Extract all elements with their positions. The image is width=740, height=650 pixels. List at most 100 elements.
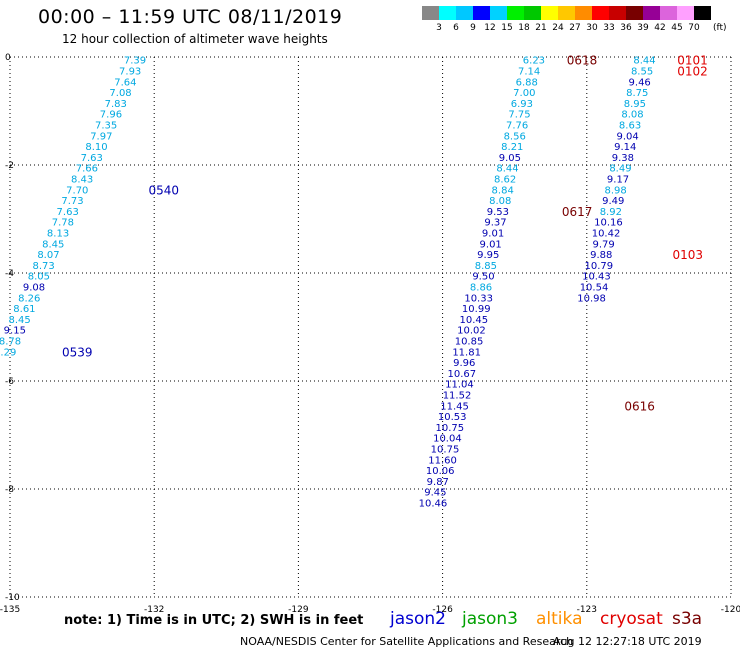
wave-height-label: 9.05 bbox=[499, 153, 521, 164]
lat-tick-label: -10 bbox=[5, 593, 20, 603]
wave-height-label: 8.45 bbox=[8, 315, 30, 326]
map-subtitle: 12 hour collection of altimeter wave hei… bbox=[62, 32, 328, 46]
pass-time-label: 0103 bbox=[672, 248, 703, 262]
wave-height-label: 10.46 bbox=[419, 499, 448, 510]
wave-height-label: 9.87 bbox=[427, 477, 449, 488]
legend-label: 6 bbox=[453, 23, 459, 33]
lon-tick-label: -126 bbox=[432, 605, 453, 615]
wave-height-label: 9.15 bbox=[4, 326, 26, 337]
lon-tick-label: -123 bbox=[577, 605, 597, 615]
wave-height-label: 9.49 bbox=[602, 196, 624, 207]
pass-time-label: 0101 bbox=[677, 54, 708, 68]
legend-label: 36 bbox=[620, 23, 632, 33]
wave-height-label: 11.81 bbox=[452, 347, 481, 358]
wave-height-label: 9.08 bbox=[23, 283, 45, 294]
wave-height-label: 7.63 bbox=[57, 207, 79, 218]
legend-label: 21 bbox=[535, 23, 547, 33]
wave-height-label: 8.62 bbox=[494, 175, 516, 186]
wave-height-label: 8.55 bbox=[631, 67, 653, 78]
legend-label: 30 bbox=[586, 23, 598, 33]
wave-height-label: 10.42 bbox=[592, 229, 621, 240]
wave-height-label: 8.21 bbox=[501, 142, 523, 153]
wave-height-label: 8.08 bbox=[621, 110, 643, 121]
wave-height-label: 6.88 bbox=[516, 77, 538, 88]
wave-height-label: 9.01 bbox=[482, 229, 504, 240]
legend-swatch bbox=[592, 6, 609, 20]
wave-height-label: 10.67 bbox=[448, 369, 477, 380]
legend-label: 70 bbox=[688, 23, 700, 33]
wave-height-label: 8.56 bbox=[504, 131, 526, 142]
wave-height-label: 9.38 bbox=[612, 153, 634, 164]
wave-height-label: 10.53 bbox=[438, 412, 467, 423]
wave-height-label: 10.43 bbox=[582, 272, 611, 283]
satellite-cryosat: cryosat bbox=[600, 609, 663, 629]
legend-swatch bbox=[541, 6, 558, 20]
wave-height-label: 8.45 bbox=[42, 239, 64, 250]
wave-height-label: 9.01 bbox=[480, 239, 502, 250]
legend-label: 12 bbox=[484, 23, 496, 33]
wave-height-label: 7.93 bbox=[119, 67, 141, 78]
wave-height-label: 8.05 bbox=[28, 272, 50, 283]
legend-swatch bbox=[660, 6, 677, 20]
satellite-s3a: s3a bbox=[672, 609, 703, 629]
wave-height-label: 8.95 bbox=[624, 99, 646, 110]
wave-height-label: 6.93 bbox=[511, 99, 533, 110]
pass-time-label: 0617 bbox=[562, 205, 593, 219]
legend-swatch bbox=[575, 6, 592, 20]
wave-height-label: 8.44 bbox=[633, 56, 655, 67]
wave-height-label: 7.35 bbox=[95, 121, 117, 132]
wave-height-label: 9.53 bbox=[487, 207, 509, 218]
legend-label: 15 bbox=[501, 23, 513, 33]
wave-height-label: 9.14 bbox=[614, 142, 636, 153]
legend-swatch bbox=[694, 6, 711, 20]
wave-height-label: 7.76 bbox=[506, 121, 528, 132]
wave-height-label: 11.52 bbox=[443, 391, 472, 402]
wave-height-label: 9.37 bbox=[484, 218, 506, 229]
wave-height-label: 9.46 bbox=[629, 77, 651, 88]
lat-tick-label: -6 bbox=[5, 377, 14, 387]
map-title: 00:00 – 11:59 UTC 08/11/2019 bbox=[38, 6, 343, 28]
wave-height-label: 8.63 bbox=[619, 121, 641, 132]
wave-height-label: 8.08 bbox=[489, 196, 511, 207]
wave-height-label: 9.17 bbox=[607, 175, 629, 186]
wave-height-label: 9.50 bbox=[472, 272, 494, 283]
wave-height-label: 10.98 bbox=[577, 293, 606, 304]
legend-swatch bbox=[439, 6, 456, 20]
wave-height-label: 8.61 bbox=[13, 304, 35, 315]
wave-height-label: 7.73 bbox=[61, 196, 83, 207]
wave-height-label: 8.13 bbox=[47, 229, 69, 240]
legend-swatch bbox=[643, 6, 660, 20]
wave-height-label: 8.26 bbox=[18, 293, 40, 304]
lat-tick-label: -8 bbox=[5, 485, 14, 495]
wave-height-label: 9.45 bbox=[424, 488, 446, 499]
lon-tick-label: -129 bbox=[288, 605, 309, 615]
wave-height-label: 9.79 bbox=[592, 239, 614, 250]
wave-height-label: 7.97 bbox=[90, 131, 112, 142]
legend-swatch bbox=[422, 6, 439, 20]
legend-label: 18 bbox=[518, 23, 530, 33]
timestamp-text: Aug 12 12:27:18 UTC 2019 bbox=[553, 635, 702, 648]
wave-height-label: 8.84 bbox=[492, 185, 514, 196]
legend-swatch bbox=[677, 6, 694, 20]
legend-swatch bbox=[490, 6, 507, 20]
wave-height-label: 11.60 bbox=[428, 455, 457, 466]
legend-unit: (ft) bbox=[713, 23, 727, 33]
legend-label: 3 bbox=[436, 23, 442, 33]
wave-height-label: 11.45 bbox=[440, 401, 469, 412]
wave-height-label: 10.06 bbox=[426, 466, 455, 477]
pass-time-label: 0540 bbox=[149, 183, 180, 197]
wave-height-label: 10.79 bbox=[584, 261, 613, 272]
lon-tick-label: -132 bbox=[144, 605, 164, 615]
wave-height-label: 10.75 bbox=[435, 423, 464, 434]
wave-height-label: 8.92 bbox=[600, 207, 622, 218]
lat-tick-label: -2 bbox=[5, 161, 14, 171]
legend-swatch bbox=[507, 6, 524, 20]
wave-height-label: 10.16 bbox=[594, 218, 623, 229]
legend-label: 27 bbox=[569, 23, 581, 33]
lat-tick-label: -4 bbox=[5, 269, 14, 279]
pass-time-label: 0616 bbox=[624, 399, 655, 413]
satellite-jason3: jason3 bbox=[462, 609, 518, 629]
wave-height-label: 8.07 bbox=[37, 250, 59, 261]
wave-height-label: 7.39 bbox=[124, 56, 146, 67]
wave-height-label: 8.10 bbox=[85, 142, 107, 153]
